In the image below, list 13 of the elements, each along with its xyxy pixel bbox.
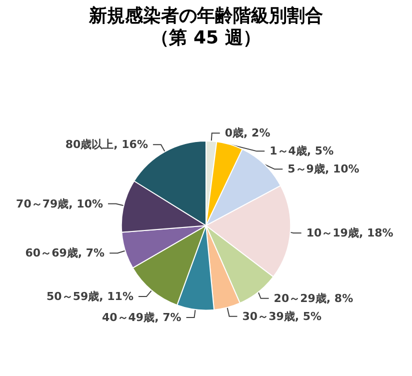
slice-label: 70～79歳, 10% [16,197,104,210]
slice-label: 30～39歳, 5% [242,310,322,323]
slice-label: 60～69歳, 7% [25,246,105,260]
slice-label: 1～4歳, 5% [270,144,334,158]
chart-subtitle: （第 45 週） [151,28,261,48]
slice-label: 80歳以上, 16% [65,138,148,152]
slice-label: 10～19歳, 18% [306,226,394,240]
slice-label: 0歳, 2% [224,126,270,140]
slice-label: 5～9歳, 10% [288,162,360,176]
chart-title: 新規感染者の年齢階級別割合 [88,6,323,26]
slice-label: 40～49歳, 7% [102,310,182,324]
slice-label: 20～29歳, 8% [274,292,354,305]
slice-label: 50～59歳, 11% [46,290,134,304]
